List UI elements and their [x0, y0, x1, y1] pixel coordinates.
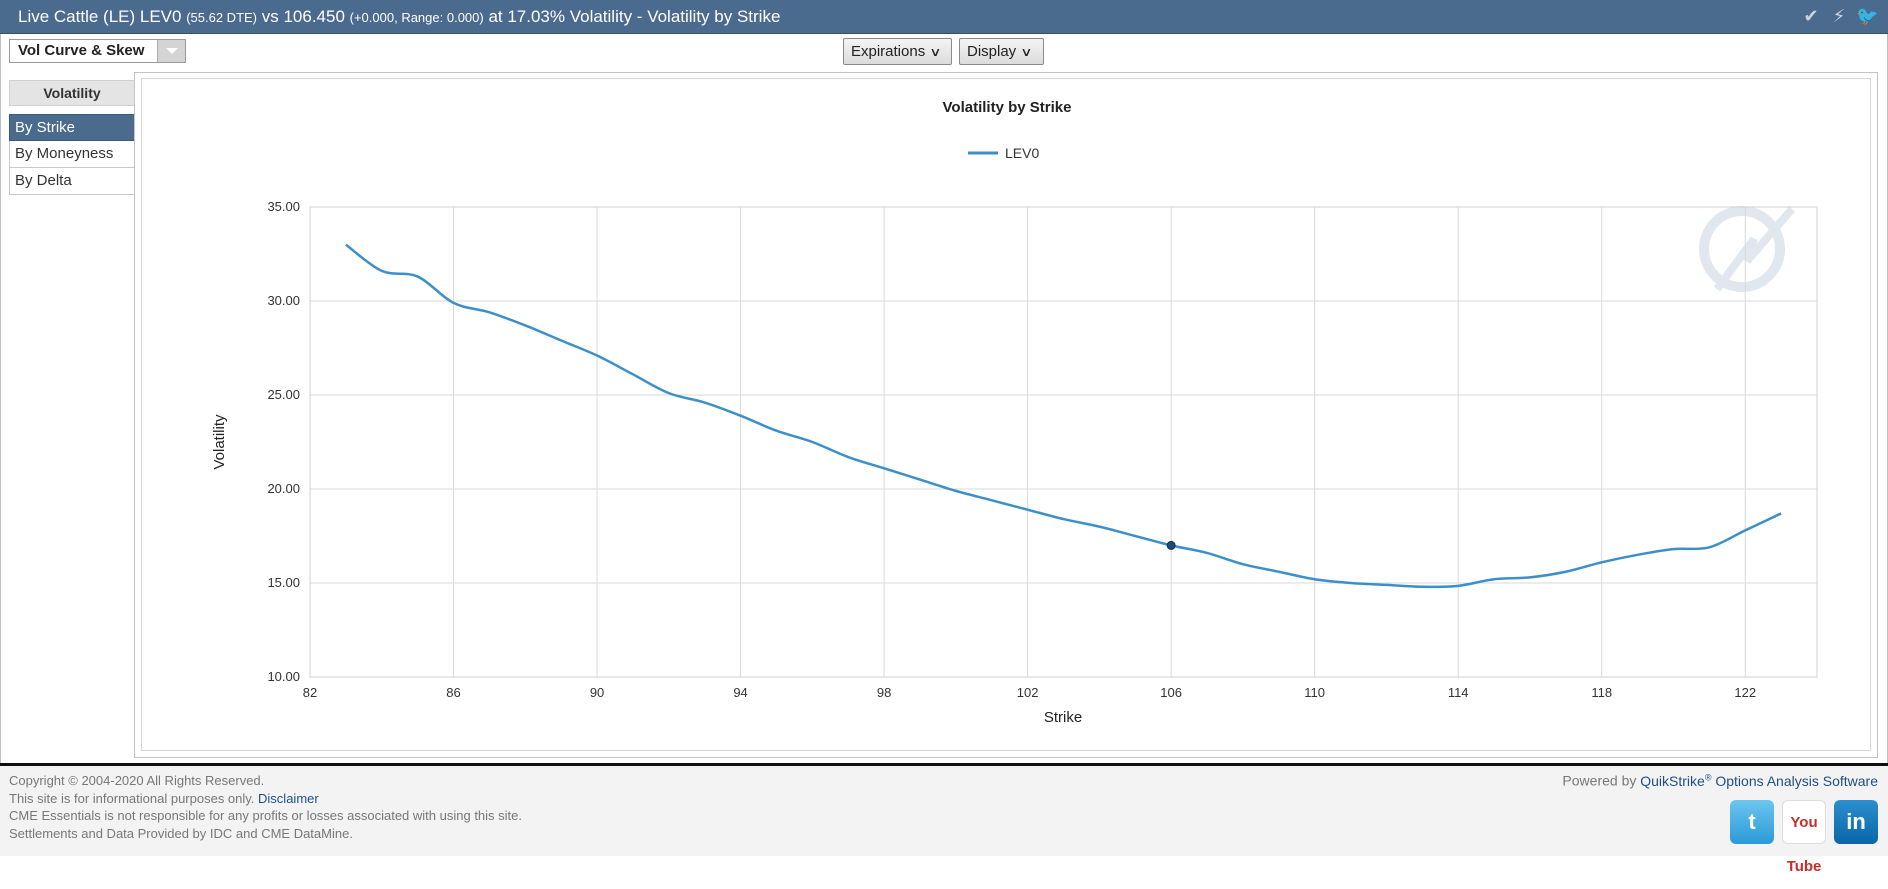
expirations-button[interactable]: Expirations ∨ [843, 38, 952, 65]
powered-by: Powered by QuikStrike® Options Analysis … [1562, 772, 1878, 789]
x-tick-label: 110 [1304, 685, 1325, 700]
x-tick-label: 86 [446, 685, 460, 700]
x-tick-label: 82 [303, 685, 317, 700]
y-tick-label: 30.00 [267, 293, 300, 308]
disclaimer-link[interactable]: Disclaimer [258, 790, 319, 806]
sidebar-item-by-delta[interactable]: By Delta [9, 168, 135, 195]
chart-panel: 10.00 15.00 20.00 25.00 30.00 35.00 82 86 90 94 98… [134, 72, 1878, 758]
x-tick-label: 106 [1160, 685, 1182, 700]
responsibility-text: CME Essentials is not responsible for an… [9, 808, 523, 823]
watermark-logo [1699, 206, 1796, 292]
chevron-down-icon[interactable] [157, 40, 185, 62]
y-tick-label: 10.00 [267, 669, 300, 684]
plot-area [309, 206, 1818, 678]
x-tick-label: 98 [877, 685, 891, 700]
y-tick-label: 25.00 [267, 387, 300, 402]
sidebar-item-by-moneyness[interactable]: By Moneyness [9, 141, 135, 168]
display-button[interactable]: Display ∨ [959, 38, 1044, 65]
view-select[interactable]: Vol Curve & Skew [9, 39, 186, 63]
x-tick-label: 90 [590, 685, 604, 700]
quikstrike-link[interactable]: QuikStrike® Options Analysis Software [1640, 772, 1878, 789]
watermark-ring [1699, 206, 1785, 292]
x-tick-label: 114 [1448, 685, 1469, 700]
page-title: Live Cattle (LE) LEV0 (55.62 DTE) vs 106… [18, 7, 780, 27]
data-credit-text: Settlements and Data Provided by IDC and… [9, 825, 353, 841]
footer-divider [0, 763, 1888, 766]
expirations-label: Expirations [851, 43, 926, 60]
title-change-range: (+0.000, Range: 0.000) [349, 10, 484, 25]
y-tick-label: 15.00 [267, 575, 300, 590]
x-tick-label: 102 [1017, 685, 1039, 700]
title-volatility: at 17.03% Volatility - Volatility by Str… [483, 7, 781, 26]
current-price-marker [1166, 540, 1176, 550]
sidebar: Volatility By Strike By Moneyness By Del… [9, 80, 135, 195]
x-tick-label: 94 [733, 685, 747, 700]
copyright-text: Copyright © 2004-2020 All Rights Reserve… [9, 773, 265, 788]
chart-container: 10.00 15.00 20.00 25.00 30.00 35.00 82 86 90 94 98… [141, 78, 1871, 751]
registered-mark: ® [1704, 772, 1712, 782]
y-tick-label: 20.00 [267, 481, 300, 496]
title-instrument: Live Cattle (LE) LEV0 [18, 7, 187, 26]
social-links: t You Tube in [1730, 800, 1878, 875]
footer-notices: Copyright © 2004-2020 All Rights Reserve… [9, 772, 522, 842]
chevron-down-icon: ∨ [1020, 45, 1033, 59]
x-axis-label: Strike [1044, 709, 1082, 726]
sidebar-heading: Volatility [9, 80, 135, 106]
youtube-icon[interactable]: You Tube [1782, 800, 1826, 875]
x-tick-label: 122 [1734, 685, 1756, 700]
volatility-chart: 10.00 15.00 20.00 25.00 30.00 35.00 82 86 90 94 98… [211, 99, 1818, 726]
footer: Copyright © 2004-2020 All Rights Reserve… [0, 766, 1888, 875]
twitter-icon[interactable]: t [1730, 800, 1774, 844]
watermark-bolt [1713, 206, 1796, 292]
y-axis-label: Volatility [211, 414, 228, 470]
display-label: Display [967, 43, 1017, 60]
y-tick-label: 35.00 [267, 199, 300, 214]
x-tick-label: 118 [1591, 685, 1612, 700]
title-bar: Live Cattle (LE) LEV0 (55.62 DTE) vs 106… [0, 0, 1888, 34]
chart-title: Volatility by Strike [943, 99, 1072, 116]
series-line-lev0 [345, 243, 1782, 589]
powered-prefix: Powered by [1562, 772, 1641, 789]
check-icon[interactable]: ✔ [1803, 6, 1819, 26]
powered-brand: QuikStrike [1640, 772, 1705, 789]
title-dte: (55.62 DTE) [186, 10, 258, 25]
view-select-value: Vol Curve & Skew [18, 42, 145, 59]
linkedin-icon[interactable]: in [1834, 800, 1878, 844]
info-line: This site is for informational purposes … [9, 790, 522, 808]
bolt-icon[interactable]: ⚡ [1832, 6, 1846, 26]
title-underlying-price: vs 106.450 [257, 7, 350, 26]
info-text: This site is for informational purposes … [9, 790, 259, 806]
chevron-down-icon: ∨ [929, 45, 942, 59]
powered-suffix: Options Analysis Software [1711, 772, 1878, 789]
twitter-icon[interactable]: 🐦 [1856, 6, 1879, 26]
legend-label: LEV0 [1005, 145, 1039, 161]
sidebar-item-by-strike[interactable]: By Strike [9, 114, 135, 141]
